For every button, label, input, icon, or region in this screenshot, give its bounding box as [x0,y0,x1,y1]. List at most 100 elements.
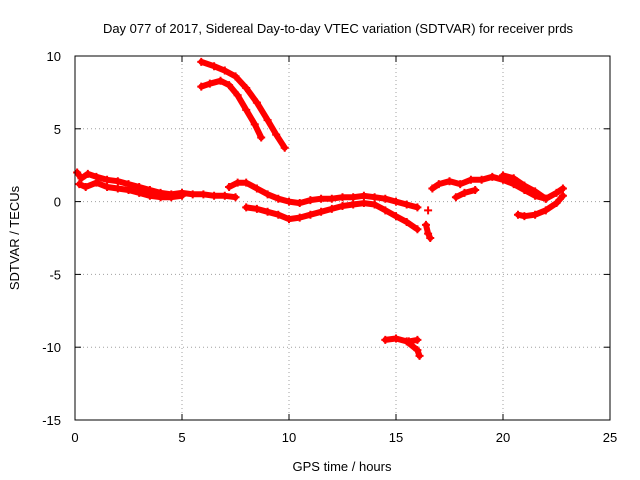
data-point [317,194,326,203]
data-point [216,76,225,85]
data-point [242,84,251,93]
data-point [520,181,529,190]
data-point [552,199,561,208]
y-tick-label: 0 [54,195,61,210]
data-point [225,183,234,192]
data-point [415,351,424,360]
data-point [520,212,529,221]
data-point [124,185,133,194]
data-point [135,188,144,197]
grid [75,56,610,420]
plot-frame [74,55,611,421]
data-point [370,193,379,202]
data-point [197,82,206,91]
data-point [434,180,443,189]
data-point [257,133,266,142]
ticks: 0 5 10 15 20 25 -15 -10 -5 0 5 10 [42,49,617,445]
data-point [381,206,390,215]
series-arc-5 [225,178,422,212]
data-point [199,190,208,199]
data-point [402,200,411,209]
data-point [531,210,540,219]
data-point [428,184,437,193]
data-point [295,213,304,222]
data-point [167,193,176,202]
data-point [424,206,433,215]
data-point [242,203,251,212]
data-point [188,190,197,199]
y-tick-label: 10 [47,49,61,64]
data-point [445,177,454,186]
data-point [349,193,358,202]
data-point [274,210,283,219]
data-point [456,180,465,189]
data-point [426,234,435,242]
data-point [338,201,347,210]
data-point [317,207,326,216]
x-tick-label: 15 [389,430,403,445]
data-point [231,193,240,202]
data-point [541,194,550,203]
data-point [197,57,206,66]
data-point [295,199,304,208]
data-point [359,199,368,208]
x-axis-label: GPS time / hours [293,459,392,474]
data-point [77,174,86,183]
data-point [103,183,112,192]
data-point [370,200,379,209]
data-point [531,187,540,196]
data-point [552,188,561,197]
data-point [404,337,413,346]
data-point [306,210,315,219]
series-arc-3 [197,57,289,152]
series-arc-4 [197,76,266,142]
data-point [231,72,240,81]
data-point [424,229,433,238]
data-point [156,193,165,202]
data-point [359,191,368,200]
data-point [263,116,272,125]
data-point [338,193,347,202]
data-point [113,184,122,193]
data-point [220,191,229,200]
data-point [513,210,522,219]
y-tick-label: -15 [42,413,61,428]
y-axis-label: SDTVAR / TECUs [7,185,22,290]
series-arc-10 [404,335,422,346]
series-arc-12 [451,185,480,202]
series-arc-7 [421,220,435,242]
data-point [541,206,550,215]
data-point [81,183,90,192]
series-arc-2 [75,178,186,202]
data-point [210,191,219,200]
data-point [477,175,486,184]
y-tick-label: 5 [54,122,61,137]
data-point [280,143,289,152]
data-point [263,207,272,216]
data-point [75,180,84,189]
series-arc-13 [513,191,567,221]
data-point [466,175,475,184]
data-point [413,346,422,355]
data-point [381,335,390,344]
data-point [392,197,400,206]
data-point [488,172,497,181]
data-point [272,130,281,139]
data-point [242,105,251,114]
data-series [73,57,567,360]
data-point [178,191,186,200]
x-tick-label: 0 [71,430,78,445]
x-tick-label: 10 [282,430,296,445]
data-point [242,178,251,187]
data-point [306,196,315,205]
data-point [274,194,283,203]
data-point [327,194,336,203]
data-point [381,194,390,203]
data-point [233,91,242,100]
data-point [392,334,400,343]
data-point [392,212,400,221]
chart-title: Day 077 of 2017, Sidereal Day-to-day VTE… [103,21,574,36]
data-point [421,220,430,229]
data-point [83,169,92,178]
